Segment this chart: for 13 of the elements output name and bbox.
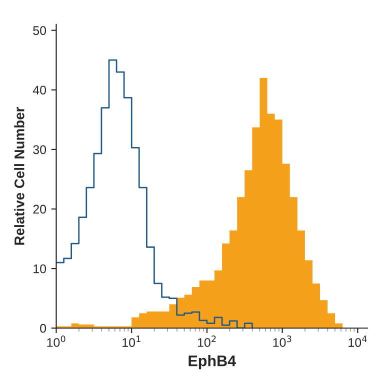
x-tick-label: 10$^{1}$ [122, 336, 140, 347]
y-axis-title: Relative Cell Number [14, 106, 24, 245]
y-tick-label: 40 [32, 86, 46, 95]
y-tick-label: 10 [34, 264, 46, 274]
x-tick-label: 10$^{4}$ [348, 336, 367, 347]
x-tick-label: 10$^{3}$ [273, 336, 292, 347]
y-tick-label: 30 [33, 145, 46, 154]
y-tick-label: 50 [33, 26, 46, 35]
x-axis-title: EphB4 [188, 355, 236, 370]
y-tick-label: 20 [33, 204, 46, 214]
y-tick-label: 0 [40, 324, 46, 333]
x-tick-label: 10$^{2}$ [198, 336, 216, 347]
x-tick-label: 10$^{0}$ [47, 336, 66, 347]
